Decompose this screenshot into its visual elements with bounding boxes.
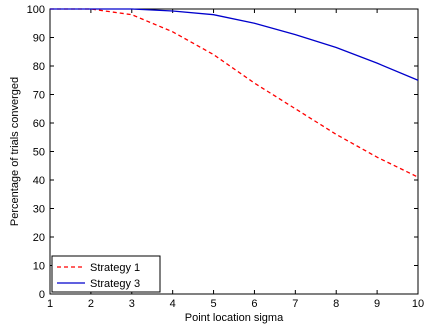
y-tick-label: 100 xyxy=(27,4,45,16)
y-tick-label: 70 xyxy=(33,90,45,102)
plot-frame xyxy=(49,8,419,295)
y-tick-label: 50 xyxy=(33,147,45,159)
series-line-2 xyxy=(50,8,419,81)
y-axis-label: Percentage of trials converged xyxy=(9,77,21,226)
y-tick-label: 10 xyxy=(33,261,45,273)
x-tick-label: 5 xyxy=(210,298,216,310)
x-tick-label: 3 xyxy=(129,298,135,310)
x-tick-label: 7 xyxy=(292,298,298,310)
x-tick-label: 9 xyxy=(374,298,380,310)
x-tick-label: 1 xyxy=(47,298,53,310)
x-tick-label: 6 xyxy=(251,298,257,310)
y-tick-label: 90 xyxy=(33,33,45,45)
x-tick-label: 8 xyxy=(333,298,339,310)
y-tick-label: 0 xyxy=(39,289,45,301)
x-axis-label: Point location sigma xyxy=(185,312,284,324)
series-line-1 xyxy=(50,8,419,178)
legend-label-2: Strategy 3 xyxy=(90,278,140,290)
x-tick-label: 2 xyxy=(88,298,94,310)
x-tick-label: 4 xyxy=(170,298,176,310)
plot-area: 1 2 3 4 5 6 7 8 9 100102030405060708090100Strateg… xyxy=(27,4,424,310)
y-tick-label: 30 xyxy=(33,204,45,216)
legend-box xyxy=(51,255,161,293)
y-tick-label: 60 xyxy=(33,118,45,130)
y-tick-label: 80 xyxy=(33,61,45,73)
x-tick-label: 10 xyxy=(412,298,424,310)
legend-label-1: Strategy 1 xyxy=(90,262,140,274)
y-tick-label: 40 xyxy=(33,175,45,187)
y-tick-label: 20 xyxy=(33,232,45,244)
